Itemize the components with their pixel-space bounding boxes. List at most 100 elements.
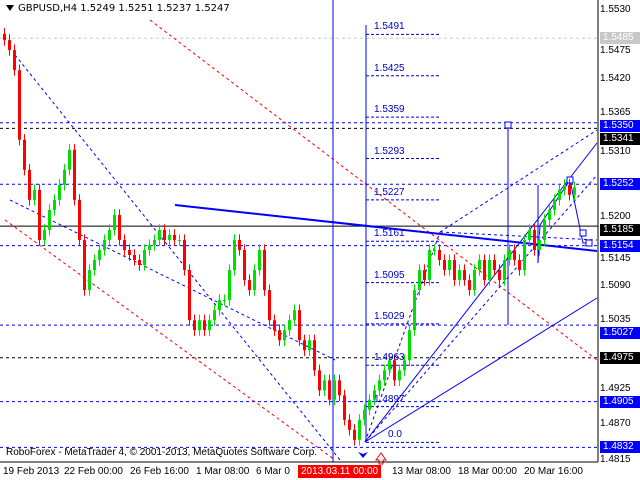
candle (48, 204, 51, 236)
time-label: 18 Mar 00:00 (458, 466, 517, 477)
candle (483, 254, 486, 286)
fib-level-label: 1.4897 (374, 393, 405, 405)
price-level-label: 1.4832 (600, 441, 640, 453)
price-level-label: 1.5485 (600, 32, 640, 45)
candle (363, 404, 366, 426)
candle (28, 164, 31, 206)
candle (558, 184, 561, 206)
candle (208, 314, 211, 336)
candle (93, 254, 96, 276)
candle (188, 264, 191, 326)
time-label: 1 Mar 08:00 (196, 466, 250, 477)
candle (223, 294, 226, 306)
candle (563, 179, 566, 196)
candle (528, 224, 531, 246)
candle (313, 334, 316, 376)
candle (298, 304, 301, 346)
candle (403, 354, 406, 376)
price-level-label: 1.5154 (600, 239, 640, 252)
candle (68, 144, 71, 176)
red-channel-line (4, 219, 336, 461)
price-tick: 1.5035 (600, 314, 631, 326)
fib-level-label: 1.5359 (374, 104, 405, 116)
time-label: 20 Mar 16:00 (524, 466, 583, 477)
price-level-label: 1.5252 (600, 178, 640, 191)
candle (263, 244, 266, 296)
candle (383, 364, 386, 386)
candle (233, 234, 236, 276)
candle (498, 264, 501, 286)
horizontal-levels (0, 37, 598, 448)
price-level-label: 1.4975 (600, 351, 640, 364)
candle (568, 179, 571, 201)
candle (333, 374, 336, 406)
candle (358, 414, 361, 446)
candle (198, 314, 201, 336)
candle (8, 34, 11, 56)
fractal-down-icon (358, 452, 368, 458)
fib-level-label: 0.0 (388, 429, 402, 441)
candle (3, 28, 6, 46)
copyright: RoboForex - MetaTrader 4, © 2001-2013, M… (6, 447, 318, 458)
fib-level-label: 1.5227 (374, 186, 405, 198)
candle (538, 234, 541, 256)
candle (168, 229, 171, 246)
candle (468, 274, 471, 296)
candle (283, 324, 286, 346)
time-label: 26 Feb 16:00 (130, 466, 189, 477)
candle (418, 264, 421, 296)
candle (548, 204, 551, 226)
candle (293, 304, 296, 326)
price-level-label: 1.5350 (600, 120, 640, 133)
candle (43, 224, 46, 246)
candle (23, 134, 26, 176)
blue-channel-line (14, 54, 341, 461)
fibonacci-levels (366, 33, 440, 443)
candle (543, 214, 546, 246)
fib-level-label: 1.5425 (374, 62, 405, 74)
candle (473, 264, 476, 296)
fib-level-label: 1.5491 (374, 21, 405, 33)
candle (88, 264, 91, 296)
candle (433, 244, 436, 256)
forecast-point (585, 239, 593, 247)
candle (308, 334, 311, 356)
forecast-point (504, 121, 512, 129)
forecast-point (579, 229, 587, 237)
candle (163, 224, 166, 246)
candle (323, 374, 326, 396)
candle (33, 184, 36, 206)
chart-title: GBPUSD,H4 1.5249 1.5251 1.5237 1.5247 (6, 3, 230, 14)
time-label: 6 Mar 0 (256, 466, 290, 477)
candle (408, 324, 411, 366)
fib-level-label: 1.5161 (374, 228, 405, 240)
fib-level-label: 1.4963 (374, 352, 405, 364)
candle (448, 254, 451, 276)
thick-trend-line (174, 204, 598, 252)
candle (258, 244, 261, 276)
candle (73, 144, 76, 206)
time-label: 19 Feb 2013 (3, 466, 60, 477)
time-cursor-label: 2013.03.11 00:00 (298, 465, 382, 478)
price-tick: 1.5145 (600, 252, 631, 264)
candle (268, 284, 271, 326)
candle (378, 374, 381, 396)
candle (303, 334, 306, 356)
fan-line-4 (439, 231, 598, 241)
candle (393, 354, 396, 386)
candle (508, 244, 511, 266)
candle (178, 234, 181, 246)
candle (118, 209, 121, 246)
candle (203, 314, 206, 336)
candle (273, 314, 276, 336)
candle (193, 314, 196, 336)
candle (18, 64, 21, 146)
candle (413, 284, 416, 336)
time-label: 13 Mar 08:00 (392, 466, 451, 477)
candle (108, 224, 111, 246)
candle (328, 374, 331, 406)
candle (318, 364, 321, 396)
candle (428, 244, 431, 286)
price-tick: 1.4870 (600, 417, 631, 429)
